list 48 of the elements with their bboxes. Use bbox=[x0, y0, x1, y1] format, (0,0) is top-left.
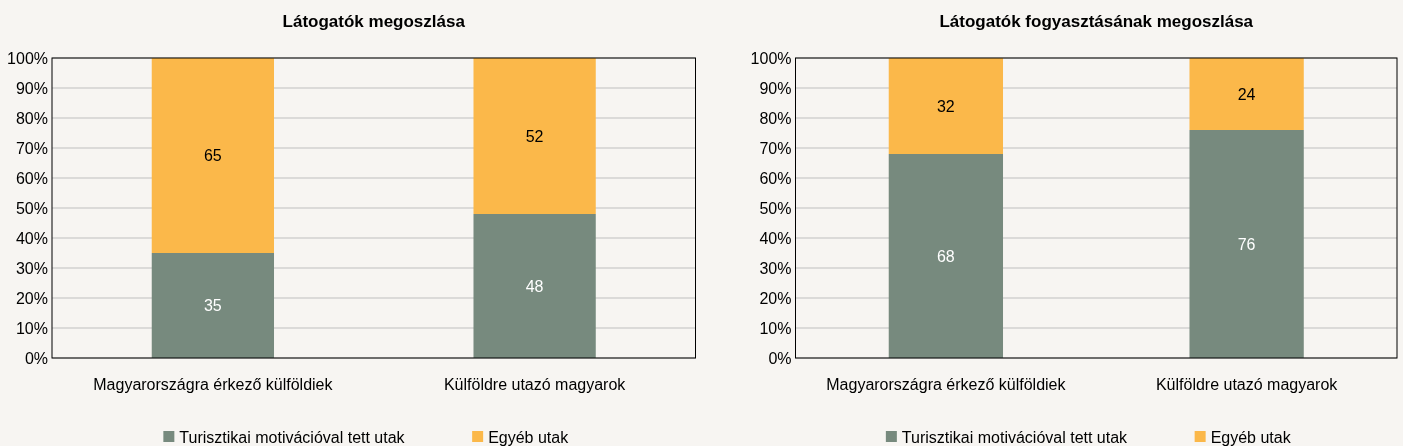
y-tick-label: 40% bbox=[15, 229, 48, 247]
y-tick-label: 100% bbox=[750, 49, 792, 67]
y-tick-label: 60% bbox=[759, 169, 792, 187]
y-tick-label: 50% bbox=[759, 199, 792, 217]
y-tick-label: 70% bbox=[15, 139, 48, 157]
y-tick-label: 10% bbox=[759, 319, 792, 337]
y-tick-label: 40% bbox=[759, 229, 792, 247]
bar bbox=[1189, 58, 1304, 130]
legend-label: Egyéb utak bbox=[1210, 428, 1292, 446]
y-tick-label: 10% bbox=[15, 319, 48, 337]
data-label: 52 bbox=[525, 127, 544, 145]
y-tick-label: 0% bbox=[24, 349, 48, 367]
chart-title: Látogatók megoszlása bbox=[282, 12, 466, 31]
data-label: 35 bbox=[203, 297, 222, 315]
y-tick-label: 0% bbox=[768, 349, 792, 367]
y-tick-label: 80% bbox=[15, 109, 48, 127]
data-label: 76 bbox=[1237, 235, 1256, 253]
x-tick-label: Magyarországra érkező külföldiek bbox=[93, 376, 334, 393]
x-tick-label: Külföldre utazó magyarok bbox=[443, 376, 627, 393]
bar bbox=[473, 58, 596, 214]
data-label: 68 bbox=[936, 247, 955, 265]
data-label: 48 bbox=[525, 277, 544, 295]
y-tick-label: 30% bbox=[759, 259, 792, 277]
legend-label: Turisztikai motivációval tett utak bbox=[179, 428, 406, 446]
y-tick-label: 70% bbox=[759, 139, 792, 157]
x-tick-label: Magyarországra érkező külföldiek bbox=[826, 376, 1067, 393]
bar bbox=[888, 58, 1004, 154]
y-tick-label: 90% bbox=[15, 79, 48, 97]
data-label: 24 bbox=[1237, 85, 1256, 103]
y-tick-label: 30% bbox=[15, 259, 48, 277]
y-tick-label: 100% bbox=[7, 49, 48, 67]
y-tick-label: 20% bbox=[15, 289, 48, 307]
y-tick-label: 20% bbox=[759, 289, 792, 307]
y-tick-label: 90% bbox=[759, 79, 792, 97]
bar bbox=[1189, 130, 1304, 358]
bar bbox=[151, 58, 275, 253]
bar bbox=[151, 253, 275, 358]
y-tick-label: 80% bbox=[759, 109, 792, 127]
x-tick-label: Külföldre utazó magyarok bbox=[1155, 376, 1339, 393]
y-tick-label: 50% bbox=[15, 199, 48, 217]
y-tick-label: 60% bbox=[15, 169, 48, 187]
legend-label: Turisztikai motivációval tett utak bbox=[901, 428, 1129, 446]
legend-label: Egyéb utak bbox=[488, 428, 570, 446]
chart-title: Látogatók fogyasztásának megoszlása bbox=[939, 12, 1254, 31]
bar bbox=[473, 214, 596, 358]
data-label: 65 bbox=[203, 147, 222, 165]
data-label: 32 bbox=[936, 97, 955, 115]
bar bbox=[888, 154, 1004, 358]
